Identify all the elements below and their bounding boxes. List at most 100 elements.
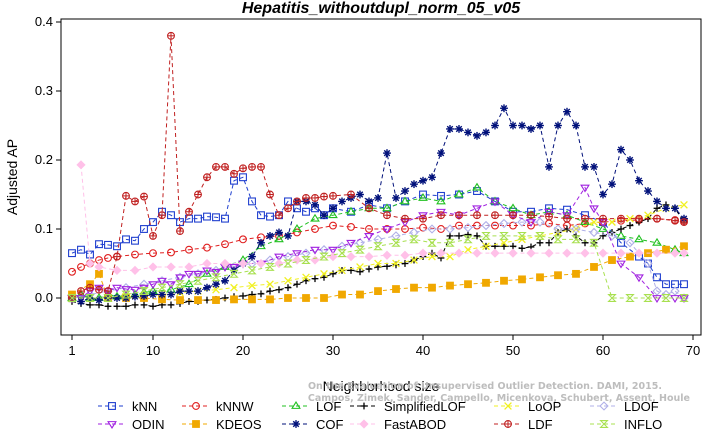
data-point-knnw	[104, 254, 112, 262]
data-point-fastabod	[580, 248, 590, 258]
data-point-simplifiedlof	[401, 260, 409, 267]
data-point-simplifiedlof	[599, 232, 607, 240]
legend-item-kdeos: KDEOS	[182, 417, 262, 432]
data-point-ldf	[653, 214, 661, 223]
data-point-cof	[320, 211, 328, 220]
data-point-lof	[598, 224, 608, 232]
data-point-ldf	[320, 192, 328, 201]
data-point-ldf	[302, 194, 310, 202]
data-point-ldf	[131, 197, 139, 206]
data-point-simplifiedlof	[455, 232, 463, 240]
data-point-knn	[680, 280, 688, 289]
data-point-simplifiedlof	[518, 244, 526, 252]
data-point-lof	[472, 182, 482, 191]
x-tick-label: 40	[416, 343, 430, 358]
data-point-cof	[113, 294, 121, 302]
data-point-knn	[77, 245, 85, 254]
data-point-knnw	[293, 228, 301, 237]
legend-item-inflo: INFLO	[590, 417, 662, 432]
series-line-knn	[71, 176, 684, 285]
legend-label-simplifiedlof: SimplifiedLOF	[384, 399, 466, 414]
data-point-inflo	[607, 294, 617, 302]
data-point-knn	[257, 211, 265, 220]
data-point-odin	[310, 246, 320, 255]
data-point-inflo	[301, 256, 311, 265]
data-point-ldf	[95, 285, 103, 294]
data-point-fastabod	[490, 248, 500, 258]
data-point-ldf	[257, 162, 265, 171]
data-point-kdeos	[572, 269, 580, 278]
data-point-fastabod	[166, 262, 176, 272]
y-tick-label: 0.1	[35, 221, 53, 236]
data-point-knn	[95, 240, 103, 249]
data-point-odin	[589, 205, 599, 214]
data-point-ldof	[670, 286, 680, 296]
data-point-cof	[95, 296, 103, 304]
data-point-knnw	[203, 243, 211, 252]
series-layer	[67, 31, 689, 310]
data-point-ldf	[293, 197, 301, 206]
x-tick-label: 10	[146, 343, 160, 358]
data-point-lof	[616, 230, 626, 239]
data-point-odin	[634, 274, 644, 283]
data-point-knn	[86, 250, 94, 259]
data-point-ldf	[311, 194, 319, 202]
legend-marker-loop	[504, 402, 512, 410]
data-point-ldf	[563, 214, 571, 223]
data-point-inflo	[319, 252, 329, 261]
data-point-fastabod	[202, 258, 212, 269]
data-point-cof	[167, 290, 175, 299]
data-point-knnw	[221, 240, 229, 249]
data-point-inflo	[391, 238, 401, 247]
data-point-cof	[266, 232, 274, 240]
data-point-lof	[310, 213, 320, 222]
data-point-ldof	[427, 224, 437, 234]
data-point-simplifiedlof	[653, 204, 661, 212]
data-point-kdeos	[392, 285, 400, 293]
data-point-fastabod	[292, 255, 302, 265]
data-point-kdeos	[338, 290, 346, 299]
data-point-loop	[482, 242, 490, 251]
series-line-ldof	[71, 221, 685, 299]
data-point-loop	[212, 285, 220, 294]
data-point-ldf	[239, 164, 247, 173]
data-point-loop	[230, 283, 238, 292]
data-point-lof	[436, 196, 446, 205]
data-point-cof	[464, 128, 472, 137]
legend-item-ldf: LDF	[494, 417, 553, 432]
data-point-cof	[158, 290, 166, 299]
data-point-cof	[185, 287, 193, 295]
data-point-fastabod	[670, 248, 680, 258]
data-point-odin	[112, 284, 122, 293]
data-point-kdeos	[302, 294, 310, 302]
x-axis: 1 10 20 30 40 50 60 70	[68, 335, 700, 358]
data-point-ldf	[77, 287, 85, 296]
legend-label-loop: LoOP	[528, 399, 561, 414]
data-point-knnw	[347, 222, 355, 231]
data-point-odin	[382, 226, 392, 234]
y-axis-label: Adjusted AP	[4, 139, 20, 215]
data-point-ldof	[607, 231, 617, 241]
data-point-fastabod	[679, 248, 689, 258]
data-point-knn	[266, 212, 274, 221]
data-point-cof	[509, 121, 517, 130]
data-point-cof	[617, 145, 625, 154]
data-point-inflo	[589, 238, 599, 247]
data-point-simplifiedlof	[500, 242, 508, 250]
data-point-odin	[580, 184, 590, 193]
data-point-knn	[617, 238, 625, 247]
data-point-simplifiedlof	[239, 292, 247, 300]
data-point-cof	[599, 190, 607, 199]
data-point-cof	[176, 287, 184, 295]
data-point-ldf	[599, 214, 607, 223]
data-point-lof	[346, 206, 356, 215]
x-tick-label: 70	[686, 343, 700, 358]
data-point-lof	[328, 210, 338, 219]
data-point-simplifiedlof	[356, 268, 364, 276]
data-point-ldf	[194, 190, 202, 199]
data-point-simplifiedlof	[284, 284, 292, 292]
data-point-ldf	[212, 162, 220, 171]
data-point-knn	[68, 249, 76, 258]
data-point-odin	[148, 281, 158, 290]
